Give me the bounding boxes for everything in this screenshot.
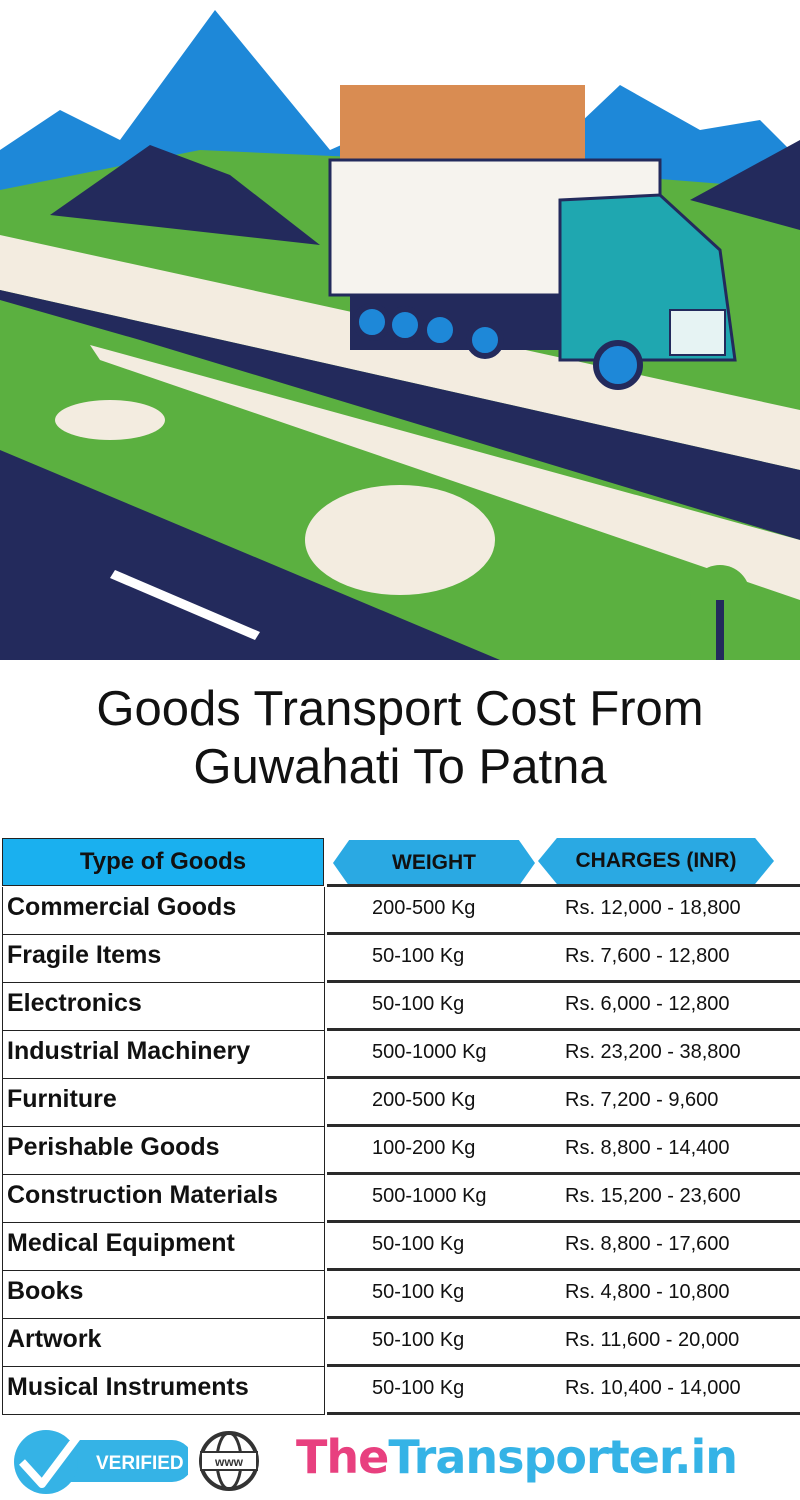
- truck-illustration: [0, 0, 800, 660]
- cell-weight: 50-100 Kg: [372, 1233, 465, 1255]
- table-row: Industrial Machinery 500-1000 Kg Rs. 23,…: [0, 1031, 800, 1079]
- divider: [327, 932, 800, 935]
- cell-weight: 50-100 Kg: [372, 1281, 465, 1303]
- table-row: Books 50-100 Kg Rs. 4,800 - 10,800: [0, 1271, 800, 1319]
- cell-type: Musical Instruments: [2, 1367, 325, 1415]
- cell-type: Fragile Items: [2, 935, 325, 983]
- divider: [327, 1076, 800, 1079]
- divider: [327, 1028, 800, 1031]
- header-charges: CHARGES (INR): [538, 838, 774, 884]
- cell-type: Books: [2, 1271, 325, 1319]
- cell-type: Furniture: [2, 1079, 325, 1127]
- cell-charges: Rs. 7,200 - 9,600: [565, 1089, 719, 1111]
- cell-type: Artwork: [2, 1319, 325, 1367]
- table-row: Perishable Goods 100-200 Kg Rs. 8,800 - …: [0, 1127, 800, 1175]
- cell-charges: Rs. 8,800 - 14,400: [565, 1137, 730, 1159]
- cell-weight: 50-100 Kg: [372, 1377, 465, 1399]
- table-row: Medical Equipment 50-100 Kg Rs. 8,800 - …: [0, 1223, 800, 1271]
- cell-type: Electronics: [2, 983, 325, 1031]
- page-title: Goods Transport Cost From Guwahati To Pa…: [96, 682, 704, 794]
- globe-www-icon: www: [199, 1431, 259, 1491]
- cell-type: Industrial Machinery: [2, 1031, 325, 1079]
- divider: [327, 1172, 800, 1175]
- table-row: Electronics 50-100 Kg Rs. 6,000 - 12,800: [0, 983, 800, 1031]
- cell-weight: 100-200 Kg: [372, 1137, 476, 1159]
- table-row: Musical Instruments 50-100 Kg Rs. 10,400…: [0, 1367, 800, 1415]
- divider: [327, 1124, 800, 1127]
- cell-weight: 500-1000 Kg: [372, 1041, 487, 1063]
- header-weight: WEIGHT: [333, 840, 535, 886]
- cell-charges: Rs. 12,000 - 18,800: [565, 897, 741, 919]
- footer: VERIFIED www TheTransporter.in: [0, 1420, 800, 1500]
- table-row: Construction Materials 500-1000 Kg Rs. 1…: [0, 1175, 800, 1223]
- cell-charges: Rs. 10,400 - 14,000: [565, 1377, 741, 1399]
- cell-type: Commercial Goods: [2, 887, 325, 935]
- cell-weight: 50-100 Kg: [372, 945, 465, 967]
- cell-type: Medical Equipment: [2, 1223, 325, 1271]
- brand-logo: TheTransporter.in: [296, 1430, 738, 1484]
- cell-weight: 200-500 Kg: [372, 897, 476, 919]
- divider: [327, 1268, 800, 1271]
- table-row: Furniture 200-500 Kg Rs. 7,200 - 9,600: [0, 1079, 800, 1127]
- cell-charges: Rs. 7,600 - 12,800: [565, 945, 730, 967]
- cell-charges: Rs. 23,200 - 38,800: [565, 1041, 741, 1063]
- cell-charges: Rs. 6,000 - 12,800: [565, 993, 730, 1015]
- verified-badge: VERIFIED: [14, 1425, 188, 1494]
- verified-label: VERIFIED: [96, 1453, 184, 1474]
- divider: [327, 1412, 800, 1415]
- divider: [327, 1316, 800, 1319]
- cell-weight: 50-100 Kg: [372, 993, 465, 1015]
- header-type-of-goods: Type of Goods: [2, 838, 324, 886]
- cell-type: Construction Materials: [2, 1175, 325, 1223]
- cell-weight: 500-1000 Kg: [372, 1185, 487, 1207]
- divider: [327, 1364, 800, 1367]
- cell-charges: Rs. 15,200 - 23,600: [565, 1185, 741, 1207]
- cell-weight: 50-100 Kg: [372, 1329, 465, 1351]
- divider: [327, 884, 800, 887]
- cell-charges: Rs. 4,800 - 10,800: [565, 1281, 730, 1303]
- cell-type: Perishable Goods: [2, 1127, 325, 1175]
- cell-weight: 200-500 Kg: [372, 1089, 476, 1111]
- svg-text:www: www: [214, 1455, 244, 1469]
- table-row: Commercial Goods 200-500 Kg Rs. 12,000 -…: [0, 887, 800, 935]
- divider: [327, 980, 800, 983]
- cell-charges: Rs. 8,800 - 17,600: [565, 1233, 730, 1255]
- table-row: Artwork 50-100 Kg Rs. 11,600 - 20,000: [0, 1319, 800, 1367]
- table-row: Fragile Items 50-100 Kg Rs. 7,600 - 12,8…: [0, 935, 800, 983]
- cell-charges: Rs. 11,600 - 20,000: [565, 1329, 740, 1351]
- divider: [327, 1220, 800, 1223]
